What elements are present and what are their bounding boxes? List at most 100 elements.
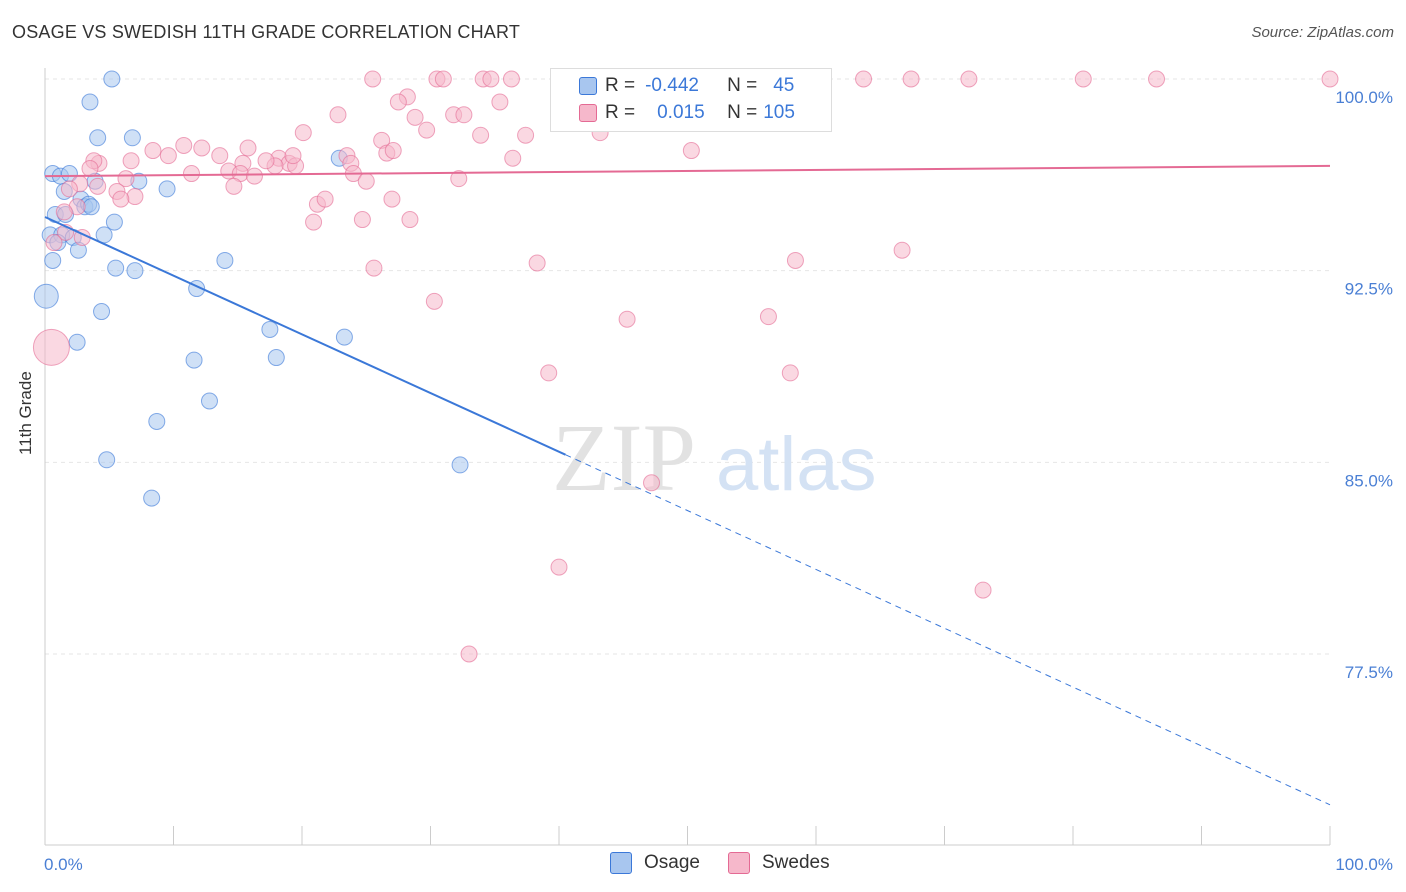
- osage-point: [89, 129, 107, 147]
- swedes-point: [329, 106, 347, 124]
- swedes-point: [284, 147, 302, 165]
- swedes-point: [425, 292, 443, 310]
- swedes-point: [383, 190, 401, 208]
- osage-point: [451, 456, 469, 474]
- legend-swatch-osage: [579, 77, 597, 95]
- swedes-point: [528, 254, 546, 272]
- swedes-point: [1148, 70, 1166, 88]
- osage-point: [105, 213, 123, 231]
- swedes-point: [389, 93, 407, 111]
- legend-r-value: 0.015: [657, 102, 705, 123]
- x-tick-label: 100.0%: [1335, 855, 1393, 874]
- legend-n-label: N =: [727, 75, 758, 96]
- swedes-point: [643, 474, 661, 492]
- swedes-point: [60, 180, 78, 198]
- swedes-point: [781, 364, 799, 382]
- series-legend: Osage Swedes: [0, 852, 1406, 876]
- y-tick-label: 100.0%: [1335, 88, 1393, 107]
- swedes-point: [122, 152, 140, 170]
- watermark: ZIP atlas: [552, 404, 877, 511]
- osage-point: [81, 93, 99, 111]
- axes: [44, 68, 1331, 846]
- osage-point: [82, 198, 100, 216]
- legend-item-osage[interactable]: Osage: [610, 852, 700, 874]
- swedes-point: [450, 170, 468, 188]
- swedes-point: [682, 142, 700, 160]
- swedes-point: [353, 211, 371, 229]
- chart-title: OSAGE VS SWEDISH 11TH GRADE CORRELATION …: [12, 22, 521, 42]
- swedes-point: [144, 142, 162, 160]
- legend-r-value: -0.442: [645, 75, 699, 96]
- swedes-point: [406, 108, 424, 126]
- y-tick-label: 77.5%: [1345, 663, 1393, 682]
- swedes-point: [81, 159, 99, 177]
- swedes-point: [126, 188, 144, 206]
- swedes-point: [305, 213, 323, 231]
- osage-point: [185, 351, 203, 369]
- swedes-point: [759, 308, 777, 326]
- swedes-point: [193, 139, 211, 157]
- legend-swatch-swedes: [579, 104, 597, 122]
- osage-point: [44, 251, 62, 269]
- swedes-point: [855, 70, 873, 88]
- trend-lines: [44, 164, 1331, 806]
- osage-point: [103, 70, 121, 88]
- osage-point: [107, 259, 125, 277]
- legend-row-swedes: R = 0.015 N = 105: [551, 100, 795, 126]
- swedes-point: [434, 70, 452, 88]
- swedes-point: [540, 364, 558, 382]
- osage-point: [126, 262, 144, 280]
- legend-label-swedes: Swedes: [762, 852, 830, 873]
- swedes-point: [504, 149, 522, 167]
- swedes-point: [112, 190, 130, 208]
- osage-point: [98, 451, 116, 469]
- swedes-point: [786, 251, 804, 269]
- swedes-point: [472, 126, 490, 144]
- swedes-point: [893, 241, 911, 259]
- swedes-point: [175, 136, 193, 154]
- legend-n-label: N =: [727, 102, 758, 123]
- y-tick-label: 92.5%: [1345, 280, 1393, 299]
- legend-item-swedes[interactable]: Swedes: [728, 852, 830, 874]
- osage-point: [143, 489, 161, 507]
- swedes-point: [55, 203, 73, 221]
- osage-point: [335, 328, 353, 346]
- swedes-point: [45, 234, 63, 252]
- swedes-point: [418, 121, 436, 139]
- osage-point: [95, 226, 113, 244]
- swedes-point: [294, 124, 312, 142]
- swedes-point: [182, 165, 200, 183]
- swedes-point: [502, 70, 520, 88]
- swedes-point: [384, 142, 402, 160]
- swedes-point: [245, 167, 263, 185]
- osage-trend-line: [44, 216, 566, 456]
- osage-point: [158, 180, 176, 198]
- osage-point: [261, 320, 279, 338]
- x-tick-label: 0.0%: [44, 855, 83, 874]
- swedes-point: [364, 70, 382, 88]
- legend-n-value: 105: [763, 102, 795, 123]
- watermark-zip: ZIP: [552, 404, 696, 511]
- data-points: [32, 70, 1339, 663]
- swedes-trend-line: [44, 164, 1331, 178]
- legend-label-osage: Osage: [644, 852, 700, 873]
- legend-row-osage: R = -0.442 N = 45: [551, 73, 794, 99]
- swedes-point: [89, 177, 107, 195]
- swedes-point: [32, 328, 70, 366]
- swedes-point: [517, 126, 535, 144]
- osage-point: [93, 303, 111, 321]
- tick-labels: 77.5% 85.0% 92.5% 100.0% 0.0% 100.0%: [44, 88, 1393, 874]
- watermark-atlas: atlas: [716, 422, 877, 507]
- swedes-point: [455, 106, 473, 124]
- osage-point: [68, 333, 86, 351]
- osage-point: [123, 129, 141, 147]
- osage-point: [148, 412, 166, 430]
- swedes-point: [902, 70, 920, 88]
- legend-swatch-osage: [610, 852, 632, 874]
- swedes-point: [550, 558, 568, 576]
- osage-point: [216, 251, 234, 269]
- correlation-legend: R = -0.442 N = 45 R = 0.015 N = 105: [550, 68, 832, 132]
- swedes-point: [460, 645, 478, 663]
- swedes-point: [1321, 70, 1339, 88]
